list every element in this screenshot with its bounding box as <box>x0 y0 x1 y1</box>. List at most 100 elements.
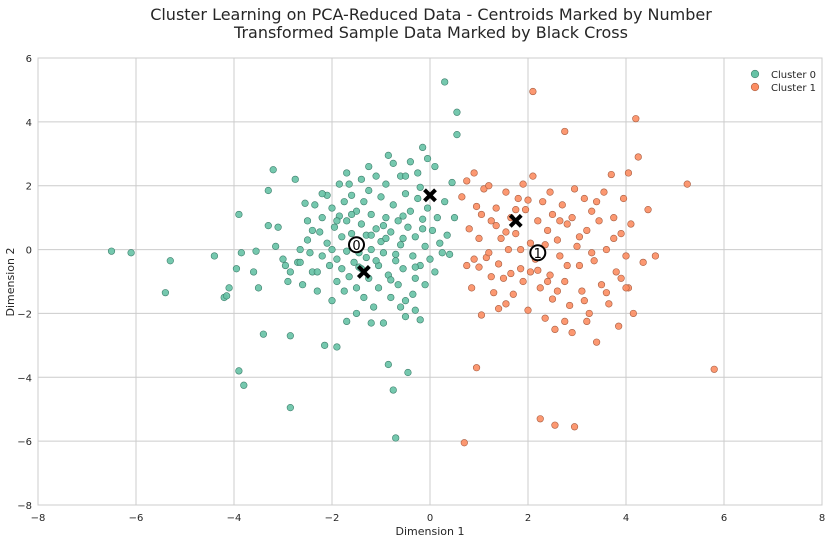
cluster-0-point <box>438 249 446 257</box>
cluster-0-point <box>399 212 407 220</box>
cluster-1-point <box>485 249 493 257</box>
cluster-1-point <box>624 169 633 177</box>
cluster-0-point <box>399 265 407 273</box>
cluster-1-point <box>590 257 598 265</box>
cluster-0-point <box>379 319 388 327</box>
cluster-0-point <box>411 263 419 271</box>
cluster-0-point <box>362 253 370 262</box>
sample-cross-marker <box>508 213 523 228</box>
cluster-1-point <box>460 439 468 447</box>
cluster-1-point <box>492 204 500 212</box>
cluster-1-point <box>504 245 513 254</box>
cluster-1-point <box>487 217 495 225</box>
cluster-1-point <box>578 287 586 295</box>
cluster-0-point <box>360 198 368 206</box>
cluster-0-point <box>333 255 341 263</box>
cluster-1-point <box>472 202 481 211</box>
cluster-1-point <box>683 180 691 188</box>
cluster-1-point <box>509 290 517 298</box>
legend-marker-cluster-0 <box>750 69 760 79</box>
cluster-0-point <box>237 249 245 257</box>
centroid-label: 1 <box>534 247 542 262</box>
cluster-0-point <box>448 178 456 187</box>
cluster-0-point <box>426 255 434 263</box>
cluster-0-point <box>235 210 243 219</box>
cluster-0-point <box>414 194 422 203</box>
cluster-0-point <box>414 169 422 177</box>
cluster-0-point <box>328 297 336 305</box>
cluster-1-point <box>477 210 486 219</box>
cluster-0-point <box>411 306 419 314</box>
cluster-1-point <box>517 265 525 273</box>
cluster-1-point <box>651 252 660 260</box>
cluster-1-point <box>512 206 520 214</box>
cluster-0-point <box>360 293 368 302</box>
cluster-0-point <box>279 255 287 263</box>
cluster-0-point <box>419 143 427 151</box>
cluster-0-point <box>379 249 388 257</box>
cluster-1-point <box>561 317 569 326</box>
x-tick-label: 0 <box>427 513 433 524</box>
y-tick-label: 2 <box>26 182 32 193</box>
cluster-0-point <box>301 199 309 207</box>
cluster-1-point <box>546 271 554 279</box>
cluster-0-point <box>232 265 241 273</box>
cluster-1-point <box>458 193 466 201</box>
cluster-1-point <box>534 217 542 225</box>
cluster-1-point <box>472 364 481 372</box>
cluster-0-point <box>348 230 356 238</box>
cluster-0-point <box>343 217 351 225</box>
cluster-1-point <box>588 249 596 257</box>
cluster-1-point <box>573 242 581 250</box>
cluster-0-point <box>453 131 461 139</box>
cluster-1-point <box>490 289 498 297</box>
cluster-0-point <box>394 217 402 225</box>
cluster-1-point <box>570 423 579 431</box>
cluster-0-point <box>259 330 268 338</box>
cluster-1-point <box>595 217 603 225</box>
cluster-0-point <box>406 158 415 166</box>
cluster-1-point <box>553 287 562 295</box>
cluster-1-point <box>502 300 510 308</box>
cluster-1-point <box>551 421 559 429</box>
cluster-0-point <box>397 241 405 249</box>
centroid-markers: 01 <box>348 236 547 262</box>
cluster-0-point <box>419 215 427 223</box>
cluster-0-point <box>321 341 329 349</box>
cluster-1-point <box>605 300 613 308</box>
cluster-1-point <box>566 301 574 310</box>
x-tick-label: −4 <box>227 513 242 524</box>
y-tick-label: −6 <box>17 437 32 448</box>
cluster-0-point <box>318 190 326 198</box>
y-tick-label: −4 <box>17 373 32 384</box>
cluster-0-point <box>313 268 321 276</box>
cluster-1-point <box>514 194 522 203</box>
cluster-1-point <box>619 194 628 203</box>
cluster-0-point <box>431 268 439 276</box>
cluster-0-point <box>281 261 290 270</box>
chart-title-line-2: Transformed Sample Data Marked by Black … <box>233 23 628 42</box>
cluster-1-point <box>519 277 527 286</box>
cluster-1-point <box>575 261 584 270</box>
cluster-1-point <box>529 172 537 180</box>
data-points <box>107 78 718 447</box>
cluster-0-point <box>127 249 135 257</box>
cluster-0-point <box>274 223 282 231</box>
cluster-0-point <box>303 217 312 225</box>
cluster-1-point <box>612 268 620 276</box>
cluster-0-point <box>240 381 248 389</box>
cluster-1-point <box>541 314 549 322</box>
cluster-1-point <box>553 236 562 244</box>
chart-title-line-1: Cluster Learning on PCA-Reduced Data - C… <box>150 5 712 24</box>
tick-labels: −8 −6 −4 −2 0 2 4 6 8 −8 −6 −4 −2 0 2 4 6 <box>17 54 825 524</box>
cluster-0-point <box>433 214 441 222</box>
cluster-0-point <box>333 277 341 286</box>
cluster-1-point <box>644 206 652 214</box>
cluster-0-point <box>311 201 319 209</box>
cluster-0-point <box>401 190 410 198</box>
cluster-0-point <box>343 317 351 326</box>
cluster-0-point <box>372 257 380 265</box>
cluster-0-point <box>264 186 272 195</box>
cluster-1-point <box>592 338 601 346</box>
